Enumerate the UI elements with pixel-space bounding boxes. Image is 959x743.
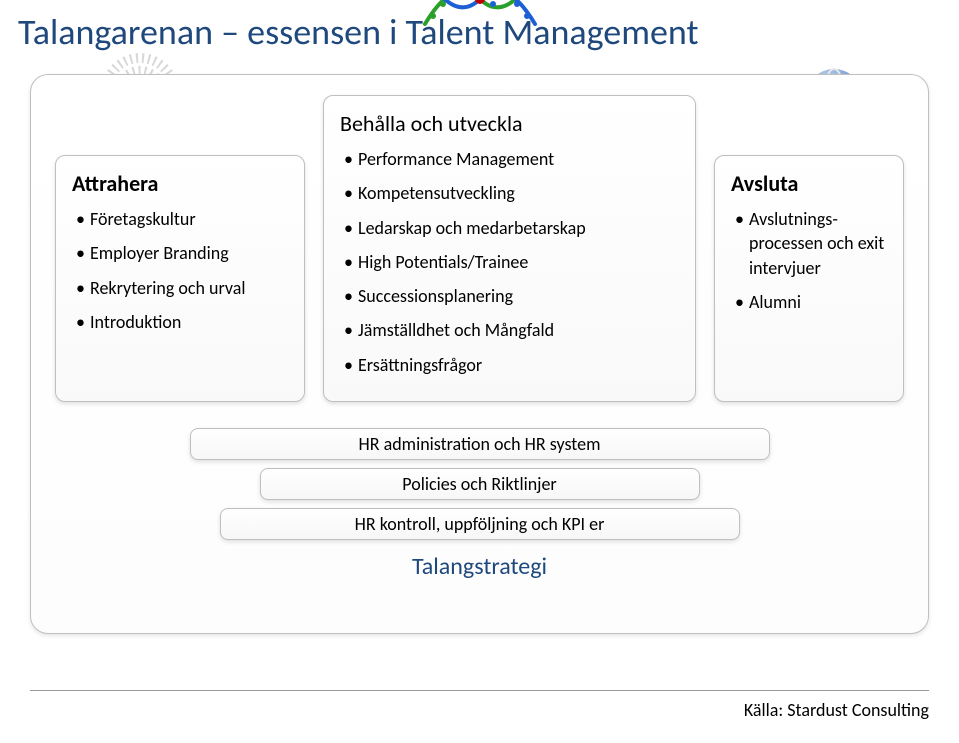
- footer-divider: [30, 690, 929, 691]
- attract-item: Employer Branding: [76, 241, 288, 265]
- retain-card: Behålla och utveckla Performance Managem…: [323, 95, 696, 402]
- retain-item: Successionsplanering: [344, 284, 679, 308]
- retain-item: High Potentials/Trainee: [344, 250, 679, 274]
- retain-header: Behålla och utveckla: [340, 110, 679, 137]
- attract-item: Företagskultur: [76, 207, 288, 231]
- retain-item: Ersättningsfrågor: [344, 353, 679, 377]
- attract-header: Attrahera: [72, 170, 288, 197]
- exit-item: Alumni: [735, 290, 887, 314]
- bottom-bars: HR administration och HR system Policies…: [55, 428, 904, 581]
- dna-helix-image: [415, 0, 545, 39]
- retain-item: Kompetensutveckling: [344, 181, 679, 205]
- retain-item: Jämställdhet och Mångfald: [344, 318, 679, 342]
- attract-item: Rekrytering och urval: [76, 276, 288, 300]
- exit-list: Avslutnings-processen och exit intervjue…: [731, 207, 887, 314]
- card-row: Attrahera Företagskultur Employer Brandi…: [55, 155, 904, 402]
- attract-list: Företagskultur Employer Branding Rekryte…: [72, 207, 288, 334]
- exit-item: Avslutnings-processen och exit intervjue…: [735, 207, 887, 280]
- attract-item: Introduktion: [76, 310, 288, 334]
- bar-kpi: HR kontroll, uppföljning och KPI er: [220, 508, 740, 540]
- source-label: Källa: Stardust Consulting: [744, 699, 929, 721]
- strategy-label: Talangstrategi: [412, 552, 547, 581]
- retain-item: Performance Management: [344, 147, 679, 171]
- bar-hr-admin: HR administration och HR system: [190, 428, 770, 460]
- retain-list: Performance Management Kompetensutveckli…: [340, 147, 679, 377]
- outer-frame: Attrahera Företagskultur Employer Brandi…: [30, 74, 929, 634]
- retain-item: Ledarskap och medarbetarskap: [344, 216, 679, 240]
- exit-header: Avsluta: [731, 170, 887, 197]
- exit-card: Avsluta Avslutnings-processen och exit i…: [714, 155, 904, 402]
- attract-card: Attrahera Företagskultur Employer Brandi…: [55, 155, 305, 402]
- bar-policies: Policies och Riktlinjer: [260, 468, 700, 500]
